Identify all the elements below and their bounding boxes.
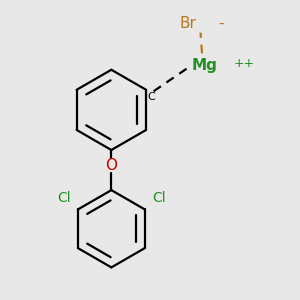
Text: ++: ++: [233, 57, 254, 70]
Text: Mg: Mg: [192, 58, 218, 73]
Text: Cl: Cl: [152, 191, 166, 205]
Text: -: -: [218, 16, 224, 31]
Text: Cl: Cl: [57, 191, 70, 205]
Text: C: C: [148, 92, 155, 102]
Text: Br: Br: [179, 16, 196, 31]
Text: O: O: [105, 158, 117, 173]
